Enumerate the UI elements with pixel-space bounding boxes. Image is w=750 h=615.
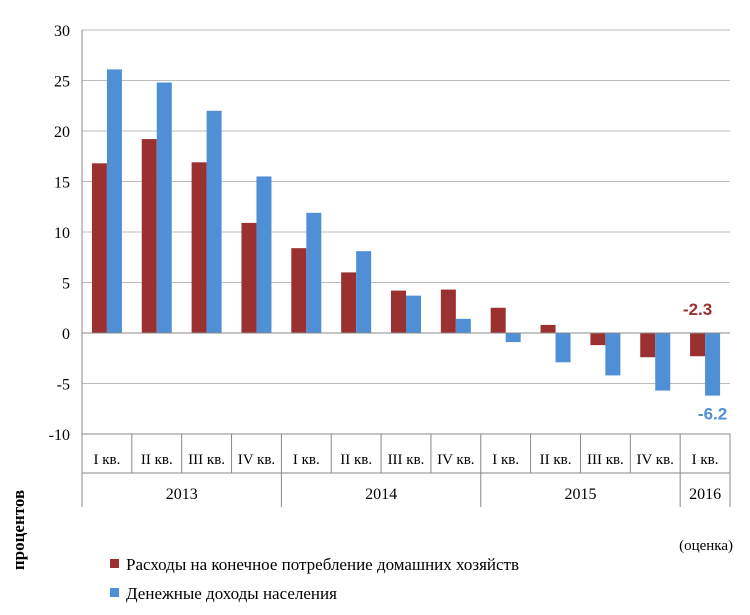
legend-swatch-consumption [110,559,119,568]
x-category-label: I кв. [492,452,519,468]
bar-income [206,110,222,333]
bar-income [256,176,272,333]
y-tick-label: 0 [62,326,70,343]
y-axis-label: процентов [9,490,28,570]
bar-consumption [490,307,506,333]
x-category-label: II кв. [540,452,572,468]
legend-label-income: Денежные доходы населения [126,584,337,603]
data-label: -6.2 [698,405,727,424]
bar-income [156,82,172,334]
axes [81,30,731,507]
x-year-label: 2015 [564,486,596,503]
y-tick-label: -5 [57,377,70,394]
bar-consumption [291,248,307,333]
y-tick-label: -10 [49,427,70,444]
bar-consumption [391,290,406,333]
bar-income [605,333,621,376]
bar-consumption [590,333,606,346]
y-tick-label: 25 [54,74,70,91]
x-category-label: I кв. [293,452,320,468]
x-category-label: II кв. [340,452,372,468]
data-label: -2.3 [683,300,712,319]
bar-consumption [540,324,556,333]
category-labels: I кв. II кв. III кв. IV кв. I кв. II кв. III к… [93,452,718,468]
y-tick-label: 20 [54,124,70,141]
bar-income [555,333,571,363]
x-year-label: 2013 [166,486,198,503]
legend-swatch-income [110,588,119,597]
grid-lines [82,29,730,435]
y-tick-label: 10 [54,225,70,242]
x-year-label: 2016 [689,486,721,503]
x-category-label: III кв. [188,452,225,468]
bar-consumption [141,139,157,333]
bar-consumption [640,333,656,358]
bar-income [106,69,122,333]
y-tick-label: 15 [54,175,70,192]
y-tick-label: 5 [62,276,70,293]
bar-consumption [440,289,456,333]
x-category-label: IV кв. [238,452,275,468]
bar-income [655,333,671,391]
bar-income [406,295,421,333]
y-tick-label: 30 [54,23,70,40]
bars [91,69,721,396]
x-category-label: III кв. [388,452,425,468]
legend: Расходы на конечное потребление домашних… [110,555,519,603]
x-category-label: II кв. [141,452,173,468]
y-tick-labels: 30 25 20 15 10 5 0 -5 -10 [49,23,70,444]
bar-consumption [241,222,257,333]
legend-label-consumption: Расходы на конечное потребление домашних… [126,555,519,574]
bar-income [455,318,471,333]
estimate-note: (оценка) [679,538,733,554]
x-category-label: I кв. [692,452,719,468]
bar-consumption [91,163,107,333]
bar-consumption [690,333,706,357]
x-category-label: III кв. [587,452,624,468]
bar-income [705,333,721,396]
bar-income [356,251,372,333]
data-labels: -2.3 -6.2 [683,300,727,424]
x-category-label: I кв. [93,452,120,468]
bar-income [306,212,322,333]
x-category-label: IV кв. [637,452,674,468]
bar-income [505,333,521,343]
bar-consumption [341,272,357,333]
year-labels: 2013 2014 2015 2016 [166,486,721,503]
bar-consumption [191,162,207,333]
x-year-label: 2014 [365,486,397,503]
x-category-label: IV кв. [437,452,474,468]
